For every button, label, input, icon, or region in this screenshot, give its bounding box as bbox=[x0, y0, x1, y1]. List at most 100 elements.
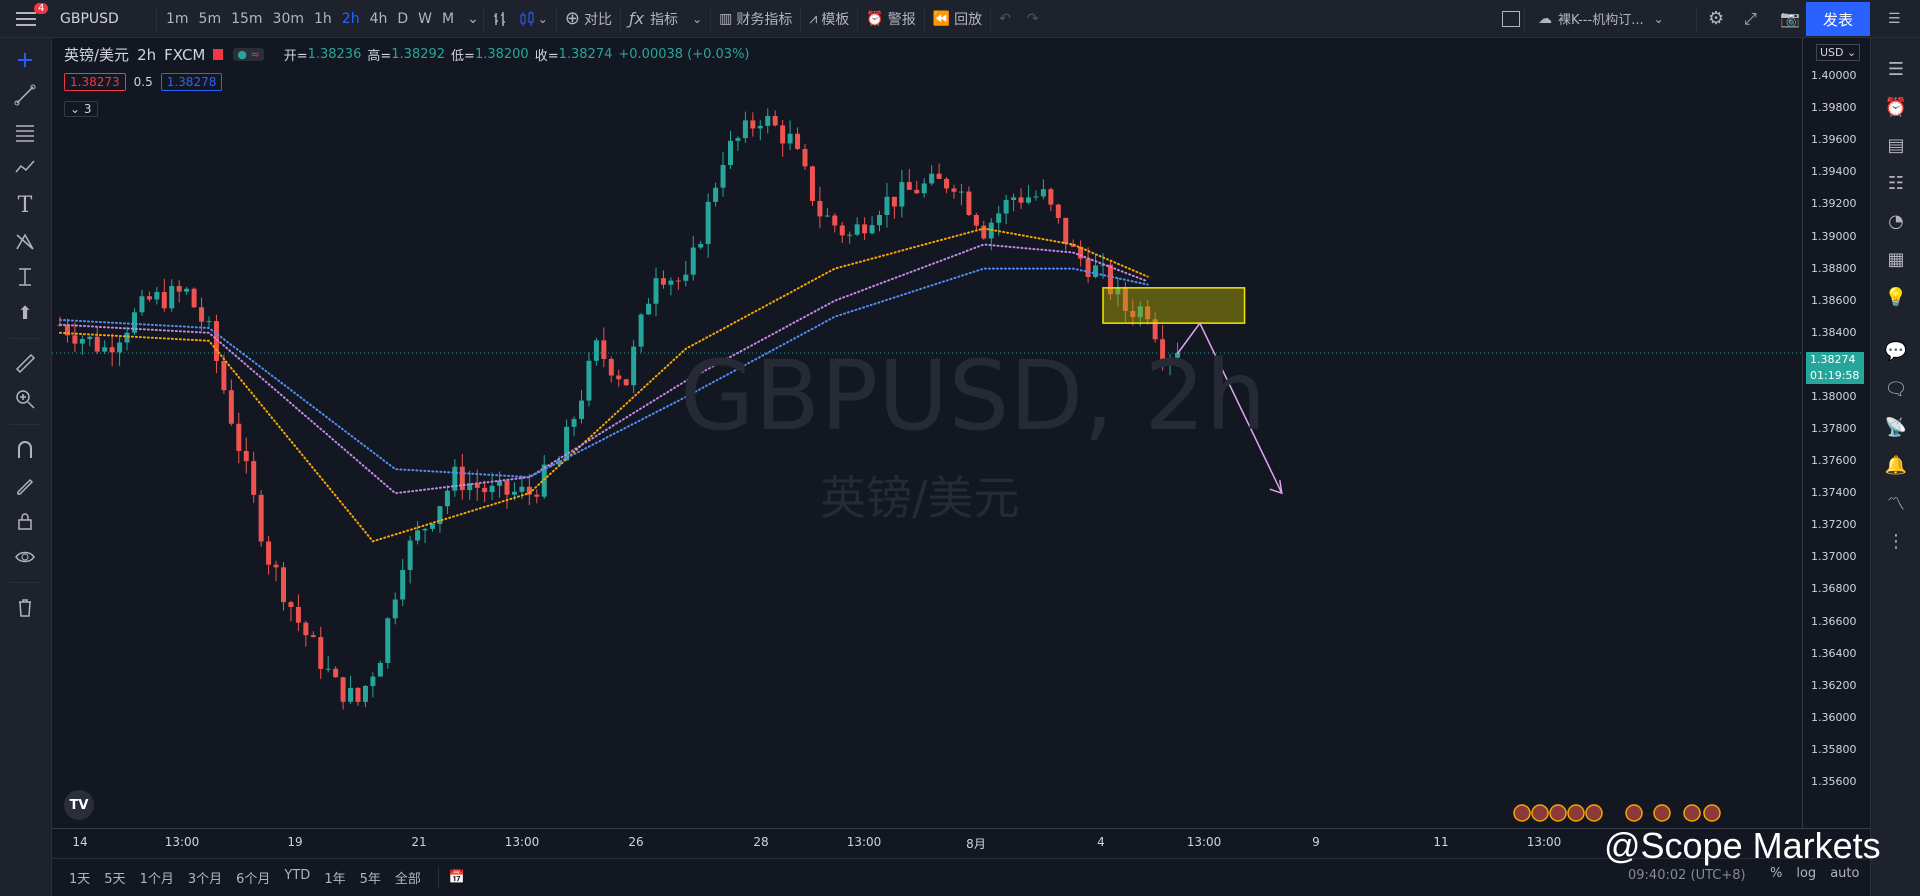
watchlist-button[interactable]: ☰ bbox=[1883, 56, 1909, 82]
range-button[interactable]: 6个月 bbox=[236, 872, 271, 887]
economic-event-icon bbox=[1567, 804, 1585, 822]
price-axis[interactable]: 1.40000 1.39800 1.39600 1.39400 1.39200 1.390… bbox=[1802, 38, 1870, 828]
calendar-button[interactable]: ▦ bbox=[1883, 246, 1909, 272]
range-button[interactable]: 1年 bbox=[324, 872, 346, 887]
financials-button[interactable]: ▥ 财务指标 bbox=[711, 0, 800, 38]
messages-button[interactable]: 🗨 bbox=[1883, 376, 1909, 402]
compare-button[interactable]: ⊕ 对比 bbox=[557, 0, 620, 38]
goto-date-button[interactable]: 📅 bbox=[449, 870, 465, 885]
percent-scale-button[interactable]: % bbox=[1770, 866, 1783, 881]
economic-event-icon bbox=[1531, 804, 1549, 822]
hotlist-button[interactable]: ◔ bbox=[1883, 208, 1909, 234]
replay-button[interactable]: ⏪ 回放 bbox=[925, 0, 990, 38]
candle-body bbox=[958, 191, 964, 193]
news-button[interactable]: ▤ bbox=[1883, 132, 1909, 158]
lock-tool[interactable] bbox=[12, 508, 38, 534]
interval-W[interactable]: W bbox=[418, 10, 432, 27]
price-tick: 1.37000 bbox=[1811, 550, 1857, 564]
alerts-button[interactable]: ⏰ 警报 bbox=[858, 0, 923, 38]
ruler-tool[interactable] bbox=[12, 350, 38, 376]
prediction-tool[interactable] bbox=[12, 228, 38, 254]
interval-dropdown[interactable]: ⌄ bbox=[463, 0, 483, 38]
candle-body bbox=[221, 360, 227, 391]
alerts-panel-button[interactable]: ⏰ bbox=[1883, 94, 1909, 120]
log-scale-button[interactable]: log bbox=[1796, 866, 1817, 881]
watchlist-menu-button[interactable]: ☰ bbox=[1880, 0, 1909, 38]
candle-body bbox=[586, 360, 592, 401]
candle-body bbox=[660, 278, 666, 285]
magnet-tool[interactable] bbox=[12, 436, 38, 462]
layout-button[interactable]: ☁ 裸K---机构订... ⌄ bbox=[1530, 0, 1696, 38]
notifications-button[interactable]: 🔔 bbox=[1883, 452, 1909, 478]
currency-selector[interactable]: USD ⌄ bbox=[1816, 44, 1861, 61]
stay-drawing-tool[interactable] bbox=[12, 472, 38, 498]
candle-body bbox=[526, 486, 532, 495]
candle-body bbox=[392, 599, 398, 619]
ideas-button[interactable]: 💡 bbox=[1883, 284, 1909, 310]
candle-body bbox=[139, 296, 145, 313]
range-button[interactable]: 3个月 bbox=[187, 872, 223, 887]
interval-5m[interactable]: 5m bbox=[198, 10, 222, 27]
interval-2h[interactable]: 2h bbox=[341, 10, 360, 27]
settings-button[interactable]: ⚙ bbox=[1700, 0, 1732, 38]
undo-button[interactable]: ↶ bbox=[991, 0, 1019, 38]
range-button[interactable]: YTD bbox=[284, 868, 311, 883]
candle-body bbox=[407, 540, 413, 570]
range-button[interactable]: 1天 bbox=[69, 872, 91, 887]
chat-button[interactable]: 💬 bbox=[1883, 338, 1909, 364]
delete-tool[interactable] bbox=[12, 594, 38, 620]
pattern-tool[interactable] bbox=[12, 155, 38, 181]
buy-price-button[interactable]: 1.38278 bbox=[160, 73, 223, 91]
fullscreen-select-button[interactable] bbox=[1494, 0, 1528, 38]
time-tick: 11 bbox=[1433, 835, 1449, 849]
interval-1h[interactable]: 1h bbox=[314, 10, 332, 27]
ruler-icon bbox=[15, 353, 36, 374]
replay-label: 回放 bbox=[954, 11, 983, 28]
fib-tool[interactable] bbox=[12, 119, 38, 145]
interval-15m[interactable]: 15m bbox=[231, 10, 263, 27]
redo-button[interactable]: ↷ bbox=[1019, 0, 1047, 38]
interval-30m[interactable]: 30m bbox=[272, 10, 304, 27]
indicator-collapse-button[interactable]: ⌄ 3 bbox=[64, 101, 98, 117]
time-tick: 13:00 bbox=[1526, 835, 1562, 849]
trend-line-tool[interactable] bbox=[12, 82, 38, 108]
text-tool[interactable]: T bbox=[12, 192, 38, 218]
fullscreen-button[interactable]: ⤢ bbox=[1736, 0, 1765, 38]
tradingview-logo[interactable]: TV bbox=[64, 790, 94, 820]
interval-M[interactable]: M bbox=[441, 10, 455, 27]
range-button[interactable]: 5天 bbox=[104, 872, 126, 887]
streams-button[interactable]: 📡 bbox=[1883, 414, 1909, 440]
time-axis[interactable]: 14 13:00 19 21 13:00 26 28 13:00 8月 4 13:00 9 11 13:0… bbox=[52, 828, 1870, 856]
range-button[interactable]: 1个月 bbox=[139, 872, 174, 887]
hide-drawings-tool[interactable] bbox=[12, 544, 38, 570]
templates-button[interactable]: ⩘ 模板 bbox=[801, 0, 857, 38]
price-chart[interactable] bbox=[52, 38, 1802, 828]
publish-button[interactable]: 发表 bbox=[1806, 2, 1870, 36]
range-button[interactable]: 5年 bbox=[359, 872, 381, 887]
crosshair-tool[interactable]: + bbox=[12, 47, 38, 73]
indicators-button[interactable]: ƒx 指标 ⌄ bbox=[621, 0, 710, 38]
sell-price-button[interactable]: 1.38273 bbox=[64, 73, 126, 91]
text-icon: T bbox=[17, 192, 33, 218]
candle-body bbox=[325, 668, 331, 670]
candle-body bbox=[482, 487, 488, 493]
symbol-search[interactable]: GBPUSD bbox=[60, 10, 119, 27]
bar-type-button[interactable]: ⌄ bbox=[484, 0, 556, 38]
interval-4h[interactable]: 4h bbox=[369, 10, 388, 27]
price-tick: 1.39800 bbox=[1811, 101, 1857, 115]
more-button[interactable]: ⋮ bbox=[1883, 528, 1909, 554]
measure-tool[interactable] bbox=[12, 264, 38, 290]
bottom-toolbar: 1天 5天 1个月 3个月 6个月 YTD 1年 5年 全部 📅 bbox=[52, 858, 1870, 896]
price-tick: 1.38400 bbox=[1811, 325, 1857, 339]
trading-panel-button[interactable]: 〽 bbox=[1883, 490, 1909, 516]
data-window-button[interactable]: ☷ bbox=[1883, 170, 1909, 196]
interval-1m[interactable]: 1m bbox=[166, 10, 189, 27]
interval-D[interactable]: D bbox=[397, 10, 409, 27]
menu-button[interactable]: 4 bbox=[0, 0, 52, 38]
auto-scale-button[interactable]: auto bbox=[1830, 866, 1860, 881]
zoom-tool[interactable] bbox=[12, 386, 38, 412]
arrow-tool[interactable]: ⬆ bbox=[12, 300, 38, 326]
notification-badge: 4 bbox=[34, 2, 49, 14]
snapshot-button[interactable]: 📷 bbox=[1772, 0, 1808, 38]
range-button[interactable]: 全部 bbox=[394, 872, 421, 887]
